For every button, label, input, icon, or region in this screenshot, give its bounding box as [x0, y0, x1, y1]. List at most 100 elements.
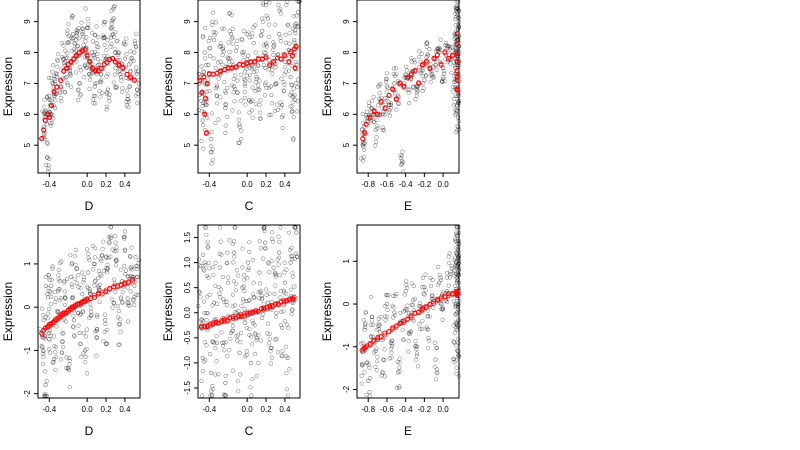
- observed-point: [241, 49, 246, 55]
- observed-point: [292, 256, 297, 262]
- observed-point: [47, 350, 53, 355]
- observed-point: [102, 312, 107, 317]
- fitted-point: [275, 301, 281, 307]
- observed-point: [209, 149, 214, 154]
- observed-point: [204, 89, 209, 94]
- observed-point: [456, 127, 462, 132]
- observed-point: [53, 355, 58, 360]
- observed-point: [222, 348, 227, 353]
- observed-point: [121, 234, 127, 240]
- observed-point: [230, 59, 235, 64]
- observed-point: [264, 13, 269, 18]
- observed-point: [251, 295, 256, 300]
- observed-point: [223, 380, 228, 386]
- observed-point: [430, 73, 435, 78]
- fitted-point: [431, 300, 437, 306]
- observed-point: [234, 268, 239, 273]
- observed-point: [422, 284, 427, 290]
- fitted-point: [419, 307, 425, 313]
- observed-point: [117, 342, 122, 347]
- observed-point: [287, 367, 292, 372]
- y-axis-title: Expression: [1, 282, 15, 341]
- observed-point: [48, 302, 53, 307]
- observed-point: [438, 47, 443, 53]
- observed-point: [58, 357, 64, 362]
- observed-point: [84, 371, 90, 376]
- observed-point: [247, 35, 252, 40]
- observed-point: [247, 326, 252, 331]
- observed-point: [113, 30, 118, 35]
- observed-point: [270, 236, 275, 242]
- fitted-point: [278, 298, 284, 304]
- observed-point: [199, 139, 204, 144]
- observed-point: [255, 63, 260, 68]
- observed-point: [399, 153, 405, 158]
- observed-point: [257, 270, 262, 275]
- observed-point: [81, 277, 87, 282]
- observed-point: [456, 15, 461, 20]
- fitted-point: [375, 337, 380, 343]
- observed-point: [451, 339, 456, 344]
- observed-point: [430, 296, 435, 302]
- observed-point: [129, 274, 134, 279]
- observed-point: [222, 393, 227, 398]
- fitted-point: [408, 71, 414, 76]
- observed-point: [230, 26, 235, 32]
- observed-point: [373, 364, 378, 370]
- fitted-point: [42, 325, 48, 331]
- y-tick-label: 1: [342, 259, 351, 264]
- observed-point: [241, 277, 247, 282]
- fitted-point: [393, 323, 399, 329]
- observed-point: [269, 345, 274, 351]
- observed-point: [68, 73, 73, 78]
- observed-point: [455, 53, 460, 59]
- observed-point: [93, 33, 98, 38]
- observed-point: [49, 283, 54, 288]
- observed-point: [234, 334, 239, 339]
- observed-point: [282, 290, 287, 295]
- observed-point: [89, 312, 94, 318]
- observed-point: [51, 116, 56, 121]
- fitted-point: [290, 52, 296, 58]
- observed-point: [266, 34, 272, 40]
- observed-point: [48, 333, 53, 338]
- y-tick-label: 9: [183, 19, 192, 24]
- observed-point: [242, 273, 247, 278]
- observed-point: [276, 2, 281, 8]
- observed-point: [399, 158, 405, 164]
- observed-point: [263, 65, 268, 71]
- observed-point: [274, 310, 279, 315]
- observed-point: [81, 280, 86, 285]
- fitted-point: [58, 78, 64, 84]
- observed-point: [106, 95, 111, 100]
- observed-point: [96, 45, 101, 50]
- observed-point: [94, 327, 100, 332]
- observed-point: [455, 241, 460, 246]
- observed-point: [456, 8, 462, 13]
- observed-point: [52, 290, 58, 295]
- observed-point: [404, 279, 409, 284]
- observed-point: [273, 274, 278, 279]
- observed-point: [222, 89, 227, 94]
- fitted-point: [84, 53, 90, 58]
- observed-point: [114, 85, 119, 90]
- observed-point: [282, 72, 287, 77]
- observed-point: [453, 107, 458, 112]
- observed-point: [51, 359, 56, 365]
- observed-point: [132, 302, 137, 308]
- observed-point: [259, 32, 264, 38]
- y-axis-title: Expression: [1, 57, 15, 116]
- observed-point: [77, 331, 82, 336]
- observed-point: [202, 268, 207, 273]
- observed-point: [454, 0, 459, 4]
- observed-point: [250, 85, 255, 90]
- observed-point: [287, 247, 293, 252]
- observed-point: [69, 282, 74, 287]
- observed-point: [44, 393, 50, 398]
- observed-point: [78, 311, 84, 316]
- observed-point: [360, 363, 365, 368]
- observed-point: [274, 102, 280, 107]
- observed-point: [456, 258, 462, 264]
- observed-point: [94, 41, 99, 46]
- observed-point: [47, 328, 52, 333]
